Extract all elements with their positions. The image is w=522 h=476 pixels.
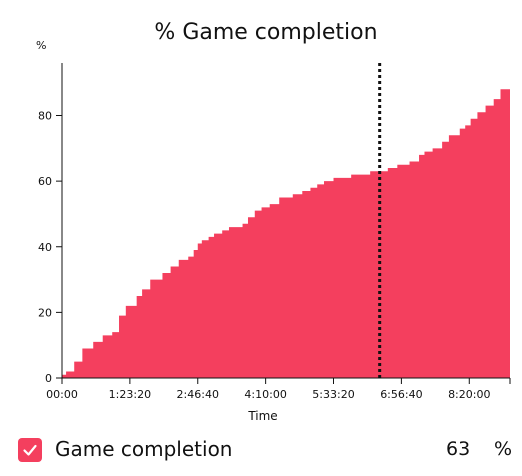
x-tick-label: 1:23:20	[109, 388, 151, 401]
legend-unit: %	[494, 438, 513, 460]
check-icon	[23, 444, 37, 456]
x-tick-label: 4:10:00	[244, 388, 286, 401]
legend-value: 63	[446, 438, 471, 460]
legend: Game completion 63 %	[18, 434, 514, 468]
series-area-game-completion	[62, 79, 510, 378]
y-tick-label: 60	[38, 175, 52, 188]
series-checkbox[interactable]	[18, 438, 42, 462]
y-tick-label: 0	[45, 372, 52, 385]
y-axis-unit: %	[36, 39, 46, 52]
y-tick-label: 40	[38, 241, 52, 254]
x-tick-label: 6:56:40	[380, 388, 422, 401]
x-tick-label: 8:20:00	[448, 388, 490, 401]
x-tick-label: 00:00	[46, 388, 78, 401]
x-axis-label: Time	[247, 409, 277, 423]
chart-title: % Game completion	[154, 20, 377, 45]
y-tick-label: 20	[38, 306, 52, 319]
y-tick-label: 80	[38, 110, 52, 123]
legend-label: Game completion	[55, 437, 233, 461]
x-tick-label: 5:33:20	[312, 388, 354, 401]
x-tick-label: 2:46:40	[177, 388, 219, 401]
